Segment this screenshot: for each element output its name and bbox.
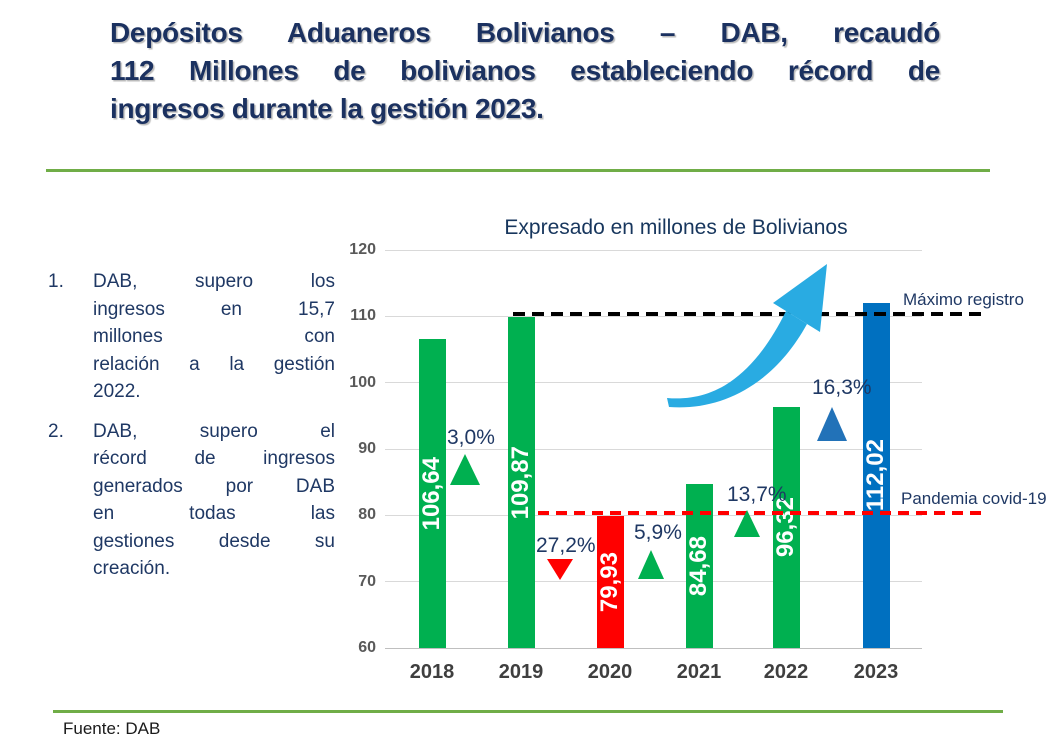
notes-list: 1. DAB, supero los ingresos en 15,7 mill… [48,268,335,583]
y-axis-tick-label: 70 [358,572,376,590]
note-text-line: 2022. [93,381,141,402]
note-text-line: generados por DAB [93,475,335,497]
y-axis-tick-label: 80 [358,506,376,524]
slide-title: Depósitos Aduaneros Bolivianos – DAB, re… [110,14,940,128]
up-triangle-icon [450,454,480,485]
title-divider-line [46,169,990,172]
source-note: Fuente: DAB [63,719,161,738]
x-axis-label-2019: 2019 [498,661,544,683]
y-axis-tick-label: 90 [358,440,376,457]
up-triangle-icon [734,510,760,537]
note-number: 2. [48,420,64,442]
y-axis-tick-label: 60 [358,639,376,656]
gridline [385,647,922,649]
pct-change-2019-label: 3,0% [447,426,495,449]
gridline [385,581,922,583]
max-record-label: Máximo registro [903,290,1024,309]
slide-title-line: 112 Millones de bolivianos estableciendo… [110,55,940,86]
bar-2020: 79,93 [596,515,624,648]
bar-value-label: 112,02 [862,439,889,512]
pct-change-2020-label: 27,2% [536,534,596,557]
note-text-line: millones con [93,326,335,347]
gridline [385,448,922,450]
bar-value-label: 109,87 [507,445,534,520]
down-triangle-icon [547,559,573,580]
note-number: 1. [48,271,64,292]
note-text-line: DAB, supero el [93,420,335,442]
note-text-line: relación a la gestión [93,353,335,375]
slide-title-line: Depósitos Aduaneros Bolivianos – DAB, re… [110,17,940,48]
note-text-line: récord de ingresos [93,448,335,469]
x-axis-label-2020: 2020 [587,661,633,683]
note-text-line: en todas las [93,503,335,524]
x-axis-label-2023: 2023 [853,661,899,683]
bar-value-label: 106,64 [418,456,445,530]
bar-2021: 84,68 [685,484,713,648]
x-axis-label-2018: 2018 [409,661,455,683]
bar-2019: 109,87 [507,317,535,648]
gridline [385,514,922,516]
pandemic-label: Pandemia covid-19 [901,489,1047,508]
gridline [385,249,922,251]
footer-divider-line [53,710,1003,713]
y-axis-tick-label: 100 [349,373,376,391]
note-text-line: DAB, supero los [93,271,335,292]
bar-2022: 96,32 [772,407,800,648]
bar-value-label: 79,93 [596,551,623,612]
up-triangle-icon [817,407,847,441]
y-axis-tick-label: 110 [350,307,376,325]
pct-change-2023-label: 16,3% [812,376,872,399]
bar-2023: 112,02 [862,302,890,648]
bar-value-label: 84,68 [685,536,712,597]
bar-2018: 106,64 [418,338,446,648]
slide-title-line: ingresos durante la gestión 2023. [110,93,544,124]
max-record-dashed-line [513,311,983,316]
note-text-line: ingresos en 15,7 [93,298,335,320]
note-item-1: 1. DAB, supero los ingresos en 15,7 mill… [48,268,335,406]
y-axis-tick-label: 120 [349,241,376,258]
note-item-2: 2. DAB, supero el récord de ingresos gen… [48,418,335,583]
pct-change-2022-label: 13,7% [727,483,787,506]
growth-arrow-icon [667,264,827,408]
x-axis-label-2021: 2021 [676,661,722,683]
note-text-line: creación. [93,558,171,579]
up-triangle-icon [638,550,664,579]
gridline [385,382,922,384]
note-text-line: gestiones desde su [93,530,335,552]
pct-change-2021-label: 5,9% [634,521,682,544]
gridline [385,315,922,317]
x-axis-label-2022: 2022 [763,661,809,683]
chart-title: Expresado en millones de Bolivianos [504,216,848,239]
